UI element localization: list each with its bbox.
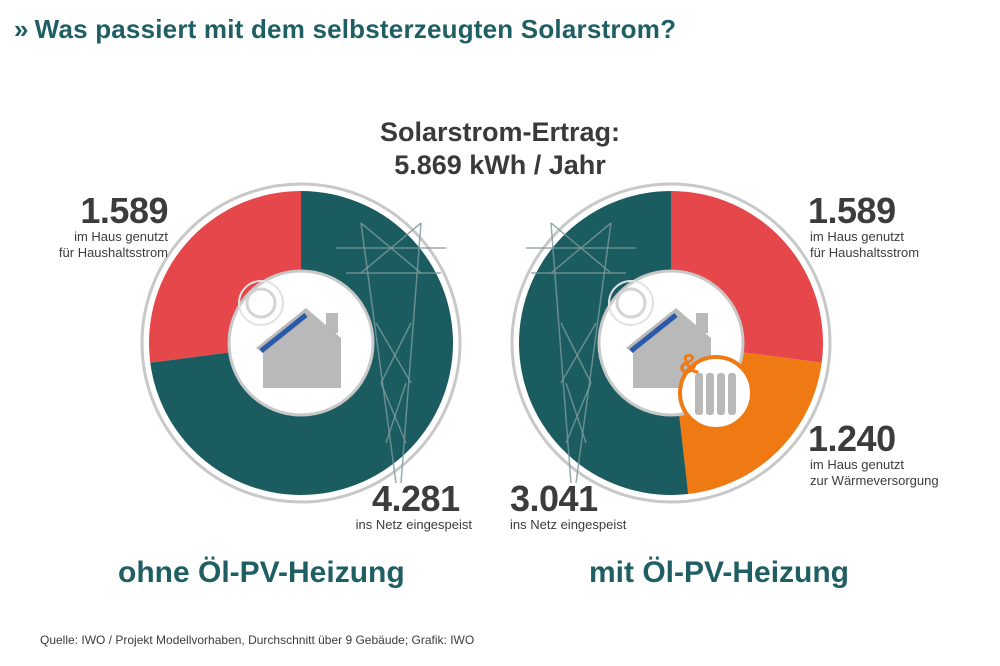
ampersand-icon: & [679, 348, 699, 379]
right-orange-desc1: im Haus genutzt [810, 457, 904, 472]
solar-panel-icon [629, 313, 678, 353]
left-teal-desc: ins Netz eingespeist [355, 517, 472, 532]
sun-icon [245, 287, 277, 319]
donut-slice-2 [679, 352, 822, 495]
page-title: » Was passiert mit dem selbsterzeugten So… [14, 14, 676, 45]
pylon-line [380, 382, 407, 444]
pylon-line [575, 222, 612, 484]
donut-chart-1 [140, 182, 462, 504]
pylon-line [360, 222, 397, 484]
yield-value: 5.869 kWh / Jahr [394, 150, 606, 180]
right-orange-desc2: zur Wärmeversorgung [810, 473, 939, 488]
power-pylon-icon [336, 222, 446, 484]
sun-ray-icon [608, 280, 654, 326]
heater-badge: & [678, 348, 754, 431]
left-red-desc2: für Haushaltsstrom [58, 245, 168, 260]
sun-ray-icon [238, 280, 284, 326]
title-text: Was passiert mit dem selbsterzeugten Sol… [34, 14, 677, 44]
pylon-line [565, 382, 592, 444]
right-orange-value: 1.240 [808, 418, 896, 459]
pylon-line [380, 322, 412, 384]
source-note: Quelle: IWO / Projekt Modellvorhaben, Du… [40, 633, 475, 647]
pylon-line [360, 222, 422, 274]
radiator-icon [728, 373, 736, 415]
pylon-line [560, 322, 597, 384]
left-subtitle: ohne Öl-PV-Heizung [118, 556, 405, 589]
left-red-desc1: im Haus genutzt [74, 229, 168, 244]
power-pylon-icon [526, 222, 636, 484]
sun-icon [615, 287, 647, 319]
chimney-icon [326, 313, 338, 333]
right-teal-value: 3.041 [510, 478, 598, 519]
house-icon [256, 308, 341, 388]
donut-chart-2: & [510, 182, 832, 504]
right-red-desc1: im Haus genutzt [810, 229, 904, 244]
left-red-value: 1.589 [80, 190, 168, 231]
pylon-line [550, 222, 612, 274]
donut-slice-2 [150, 191, 454, 495]
right-subtitle: mit Öl-PV-Heizung [589, 556, 850, 589]
pylon-line [385, 382, 407, 444]
right-red-desc2: für Haushaltsstrom [810, 245, 920, 260]
left-teal-value: 4.281 [372, 478, 460, 519]
donut-slice-1 [671, 191, 824, 363]
solar-panel-icon [259, 313, 308, 353]
donut-slice-1 [149, 191, 301, 363]
chevron-icon: » [14, 14, 29, 44]
right-red-value: 1.589 [808, 190, 896, 231]
pylon-line [565, 382, 587, 444]
radiator-icon [717, 373, 725, 415]
radiator-icon [695, 373, 703, 415]
pylon-line [560, 322, 592, 384]
chimney-icon [696, 313, 708, 333]
donut-slice-3 [519, 191, 689, 495]
radiator-icon [706, 373, 714, 415]
yield-label: Solarstrom-Ertrag: [379, 117, 621, 147]
right-teal-desc: ins Netz eingespeist [510, 517, 627, 532]
pylon-line [375, 322, 412, 384]
